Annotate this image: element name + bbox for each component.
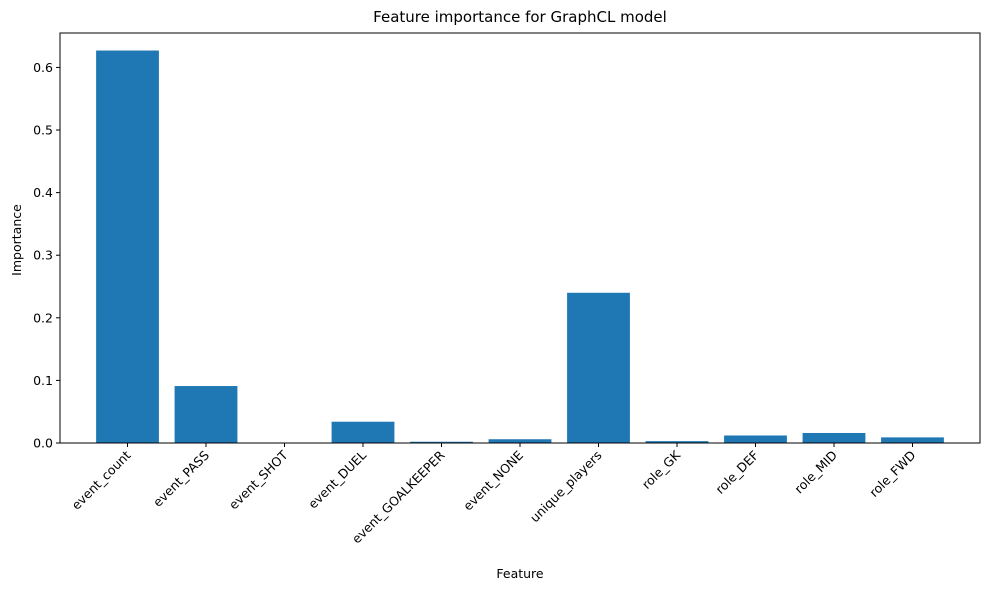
bar-event_count	[96, 50, 159, 443]
y-tick-label: 0.1	[33, 373, 53, 388]
bar-role_DEF	[724, 435, 787, 443]
x-tick-label: role_FWD	[866, 448, 918, 500]
x-tick-label: event_NONE	[460, 447, 526, 513]
x-axis-ticks: event_count event_PASS event_SHOT event_DUE…	[68, 443, 919, 546]
x-tick-label: unique_players	[527, 448, 605, 526]
bar-unique_players	[567, 292, 630, 443]
y-tick-label: 0.3	[33, 248, 53, 263]
y-tick-label: 0.2	[33, 310, 53, 325]
y-axis-ticks: 0.0 0.1 0.2 0.3 0.4 0.5 0.6	[33, 60, 60, 451]
x-tick-label: role_GK	[639, 447, 684, 492]
y-tick-label: 0.0	[33, 436, 53, 451]
y-tick-label: 0.5	[33, 123, 53, 138]
bar-event_GOALKEEPER	[410, 441, 473, 443]
x-axis-label: Feature	[496, 566, 544, 581]
bars-group	[96, 50, 944, 443]
y-tick-label: 0.6	[33, 60, 53, 75]
x-tick-label: event_PASS	[150, 447, 212, 509]
plot-frame	[59, 32, 981, 444]
x-tick-label: role_MID	[791, 448, 840, 497]
bar-event_PASS	[174, 386, 238, 443]
bar-event_NONE	[488, 439, 552, 443]
bar-role_MID	[802, 432, 866, 443]
x-tick-label: event_SHOT	[226, 447, 291, 512]
x-tick-label: role_DEF	[712, 448, 761, 497]
y-axis-label: Importance	[9, 204, 24, 276]
chart-title: Feature importance for GraphCL model	[373, 8, 667, 26]
x-tick-label: event_count	[68, 447, 133, 512]
x-tick-label: event_DUEL	[305, 447, 369, 511]
bar-role_FWD	[881, 437, 944, 443]
y-tick-label: 0.4	[33, 185, 53, 200]
bar-event_DUEL	[331, 421, 395, 443]
bar-role_GK	[645, 441, 709, 443]
